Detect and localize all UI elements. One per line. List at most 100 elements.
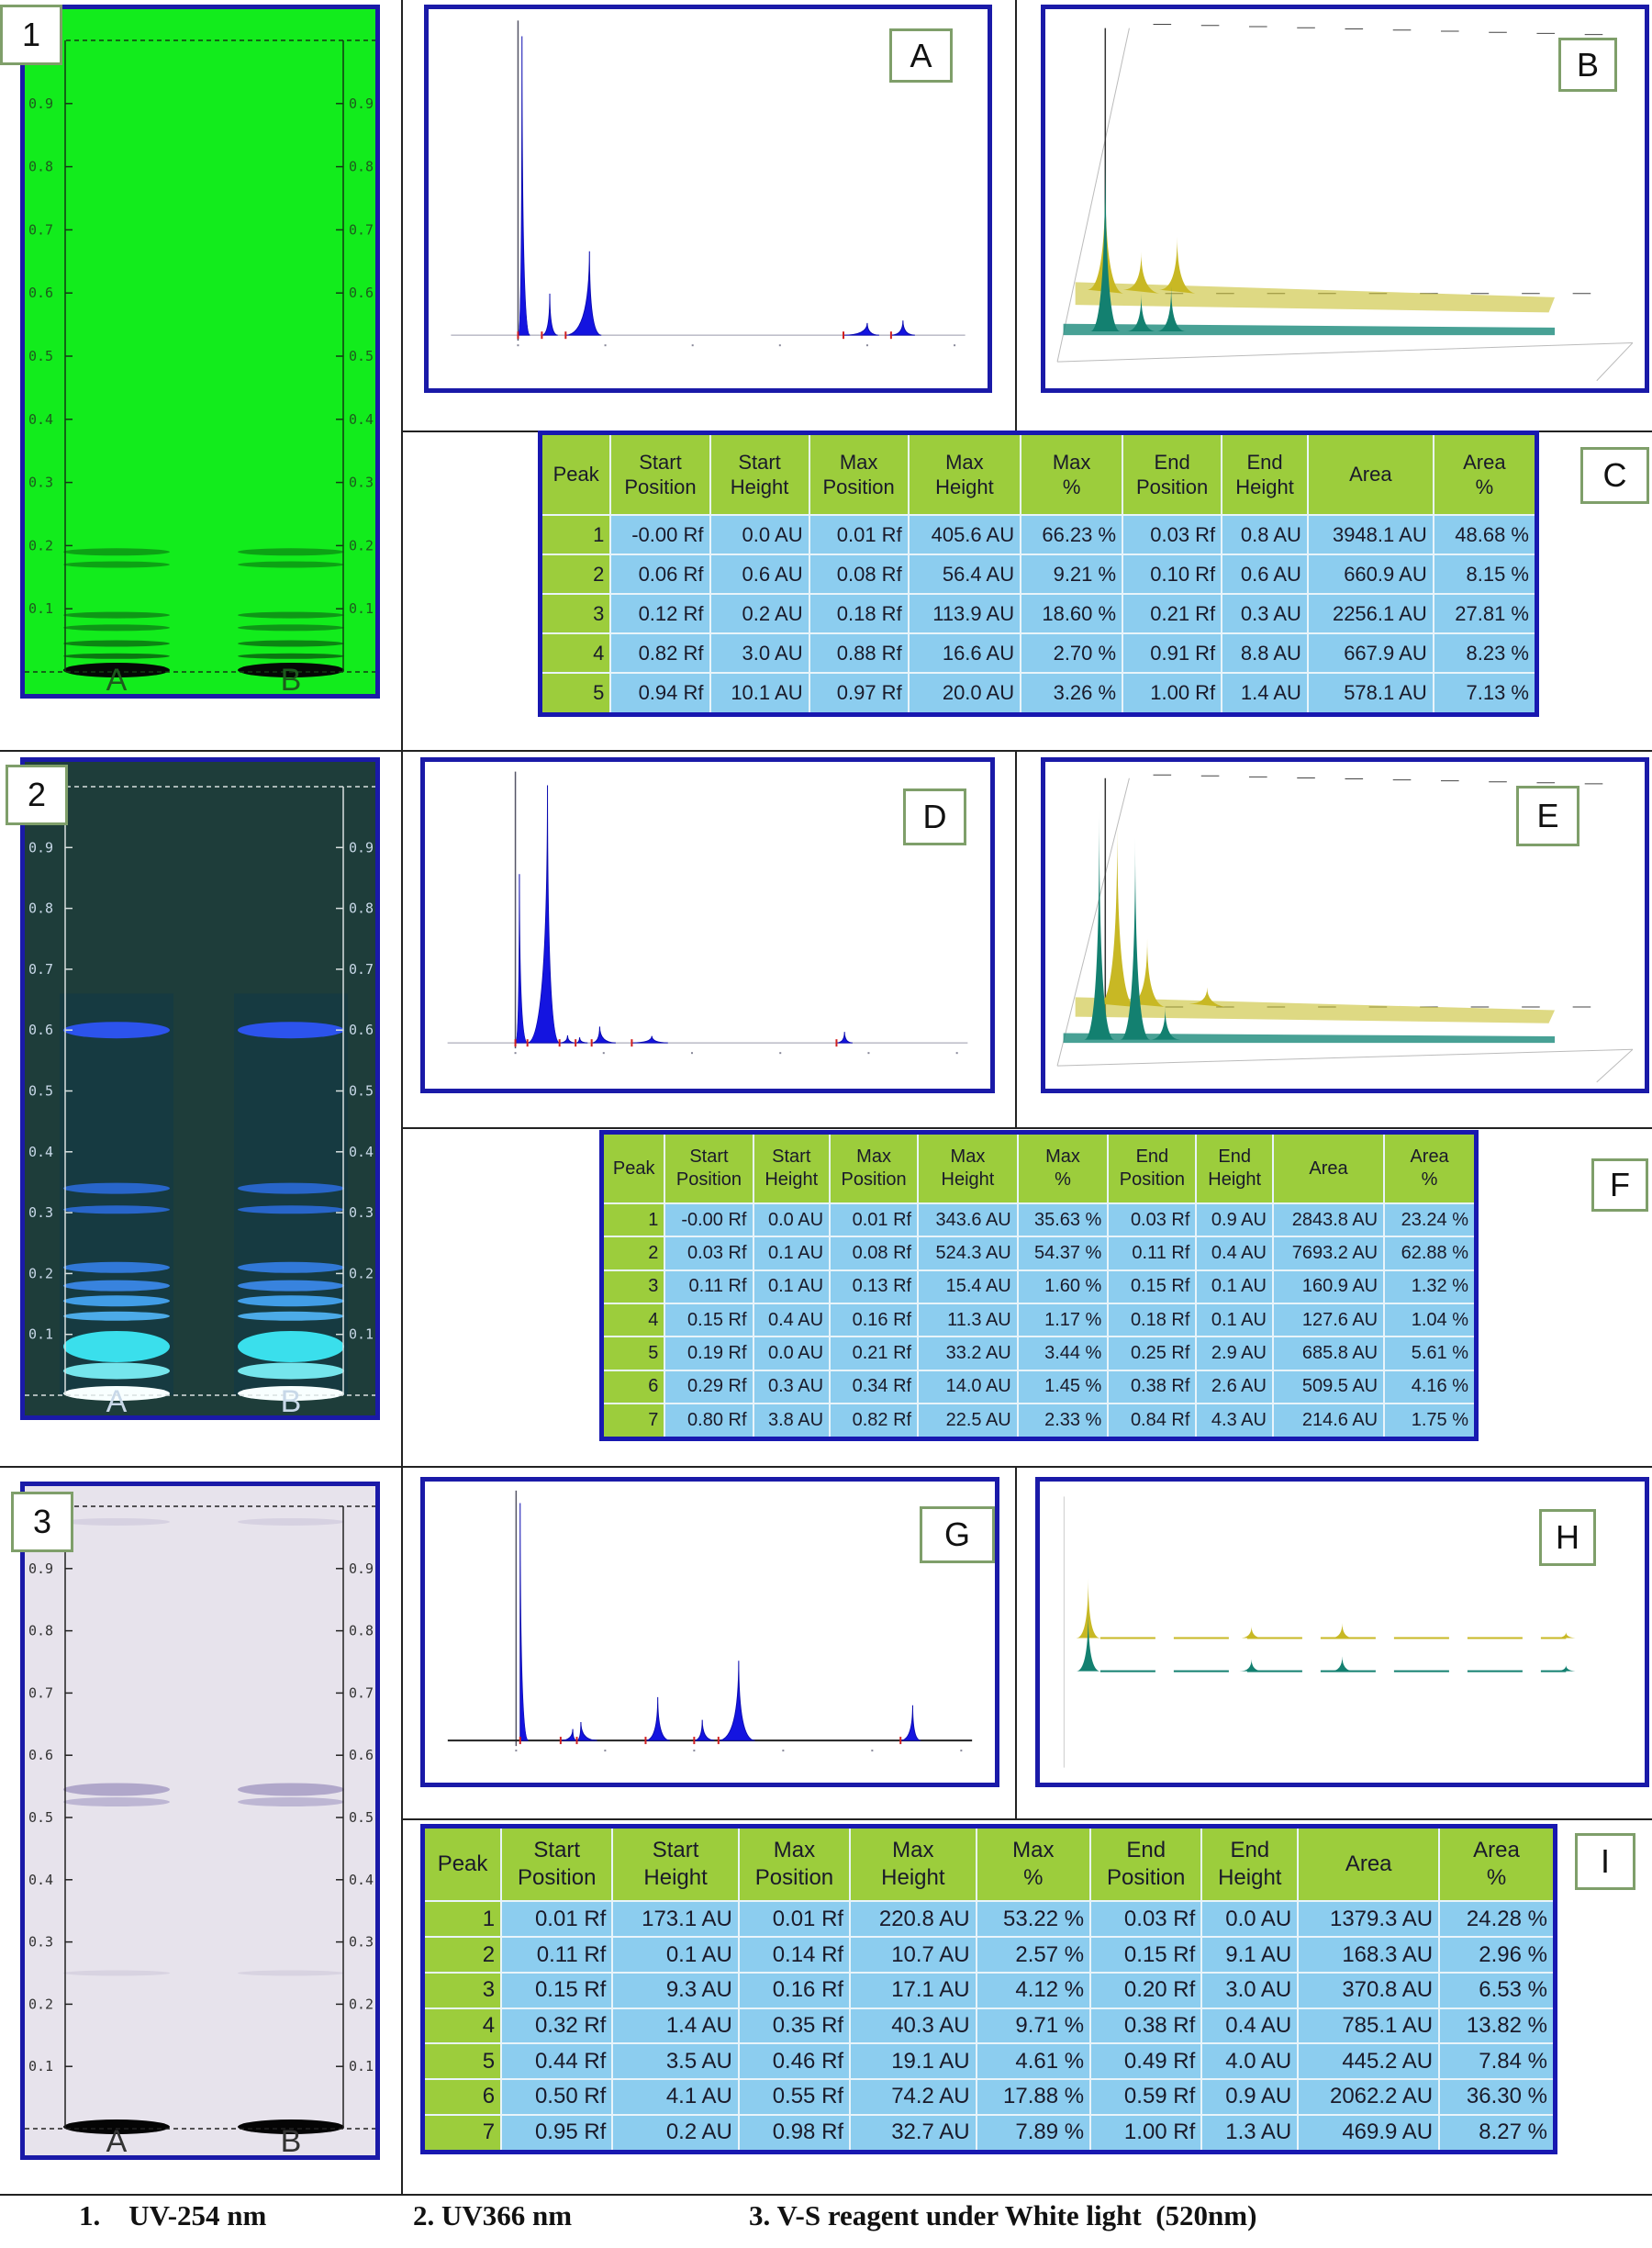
header-text: Height (881, 1865, 945, 1891)
panel-label: F (1591, 1158, 1648, 1212)
table-cell: 0.14 Rf (737, 1936, 852, 1974)
table-cell: 4.12 % (975, 1971, 1092, 2009)
peak (890, 320, 915, 336)
table-cell: 4.1 AU (611, 2078, 740, 2116)
peak-3d (1122, 252, 1160, 294)
axis (1596, 1048, 1634, 1083)
table-row: 2 0.06 Rf 0.6 AU 0.08 Rf 56.4 AU 9.21 % 0.10 R… (539, 554, 1538, 596)
table-cell: 0.03 Rf (664, 1236, 754, 1271)
chromatogram-plot (1056, 24, 1634, 382)
panel-label: A (889, 28, 953, 83)
peak-table: Peak Start Position Start Height Max Position M… (538, 431, 1539, 717)
table-cell: 14.0 AU (917, 1369, 1019, 1404)
ridge (1075, 282, 1556, 313)
peak (836, 1032, 853, 1044)
lane-glow (234, 993, 348, 1395)
peak-3d (1189, 987, 1225, 1007)
table-cell: 0.18 Rf (1107, 1303, 1198, 1338)
table-cell: 7.84 % (1438, 2042, 1557, 2081)
table-cell: 9.3 AU (611, 1971, 740, 2009)
table-row: 1 0.01 Rf 173.1 AU 0.01 Rf 220.8 AU 53.22 % 0.… (421, 1900, 1557, 1939)
header-text: Start (772, 1146, 811, 1168)
peak (527, 785, 560, 1044)
band (63, 1311, 170, 1321)
table-cell: 0.44 Rf (500, 2042, 614, 2081)
table-row: 5 0.19 Rf 0.0 AU 0.21 Rf 33.2 AU 3.44 % 0.25 R… (600, 1336, 1478, 1371)
table-row: 3 0.15 Rf 9.3 AU 0.16 Rf 17.1 AU 4.12 % 0.20 R… (421, 1971, 1557, 2009)
table-cell: 0.4 AU (1195, 1236, 1274, 1271)
peak-3d (1330, 1623, 1355, 1638)
band (63, 1261, 170, 1273)
column-header: Max Position (808, 431, 910, 517)
band (63, 1280, 170, 1292)
column-header: Max Position (829, 1131, 920, 1205)
header-text: Position (1107, 1865, 1186, 1891)
table-cell: 20.0 AU (907, 672, 1022, 716)
table-cell: 343.6 AU (917, 1202, 1019, 1238)
header-text: Peak (553, 463, 599, 487)
header-text: Start (738, 450, 781, 474)
band (238, 1797, 344, 1807)
divider-line (1015, 750, 1017, 1127)
table-cell: 0.94 Rf (609, 672, 711, 716)
band (63, 611, 170, 619)
column-header: Max Height (849, 1825, 977, 1903)
column-header: Start Position (500, 1825, 614, 1903)
table-row: 2 0.11 Rf 0.1 AU 0.14 Rf 10.7 AU 2.57 % 0.15 R… (421, 1936, 1557, 1974)
peak (576, 1722, 597, 1741)
column-header: End Position (1107, 1131, 1198, 1205)
header-text: Height (765, 1169, 819, 1191)
peak-3d (1159, 236, 1196, 294)
header-text: Peak (612, 1158, 655, 1179)
chromatogram-plot (447, 771, 968, 1055)
tick-label: 0.3 (28, 475, 53, 491)
peak (631, 1035, 668, 1044)
table-cell: 370.8 AU (1297, 1971, 1441, 2009)
tick-label: 0.2 (28, 1996, 53, 2012)
table-cell: 168.3 AU (1297, 1936, 1441, 1974)
peak (575, 1037, 588, 1044)
tick-label: 0.8 (28, 900, 53, 917)
header-text: % (1486, 1865, 1507, 1891)
tick-label: 0.4 (28, 1144, 53, 1160)
peak-3d (1330, 1656, 1355, 1672)
table-cell: 1.4 AU (1221, 672, 1309, 716)
lane-label: A (106, 1384, 128, 1415)
table-cell: 7 (421, 2113, 503, 2153)
table-row: 1 -0.00 Rf 0.0 AU 0.01 Rf 343.6 AU 35.63 % 0.0… (600, 1202, 1478, 1238)
table-cell: 0.08 Rf (808, 554, 910, 596)
table-cell: 1.4 AU (611, 2007, 740, 2045)
table-cell: 0.97 Rf (808, 672, 910, 716)
table-cell: 35.63 % (1016, 1202, 1110, 1238)
header-text: Area (1463, 450, 1506, 474)
tick-label: 0.9 (349, 839, 374, 856)
band (63, 640, 170, 647)
axis (1057, 1048, 1633, 1067)
table-cell: 0.03 Rf (1122, 514, 1223, 556)
tick-label: 0.8 (349, 159, 374, 175)
table-cell: 0.6 AU (1221, 554, 1309, 596)
plate-label: 2 (6, 765, 68, 825)
table-cell: 2843.8 AU (1271, 1202, 1386, 1238)
table-cell: 0.01 Rf (500, 1900, 614, 1939)
table-cell: 18.60 % (1020, 593, 1124, 635)
table-cell: 1 (539, 514, 612, 556)
panel-label: E (1516, 786, 1579, 846)
table-cell: 4.0 AU (1200, 2042, 1300, 2081)
table-cell: 1 (421, 1900, 503, 1939)
lane-label: A (106, 2124, 128, 2155)
table-cell: 0.11 Rf (1107, 1236, 1198, 1271)
table-cell: 3.44 % (1016, 1336, 1110, 1371)
column-header: Peak (600, 1131, 666, 1205)
panel-label: D (903, 788, 966, 845)
table-cell: 2 (421, 1936, 503, 1974)
band (238, 561, 344, 568)
table-cell: 2.9 AU (1195, 1336, 1274, 1371)
tick-label: 0.8 (349, 900, 374, 917)
table-cell: 0.84 Rf (1107, 1402, 1198, 1440)
table-cell: 56.4 AU (907, 554, 1022, 596)
table-cell: 2062.2 AU (1297, 2078, 1441, 2116)
band (63, 624, 170, 632)
band (238, 1970, 344, 1976)
table-cell: 0.21 Rf (1122, 593, 1223, 635)
